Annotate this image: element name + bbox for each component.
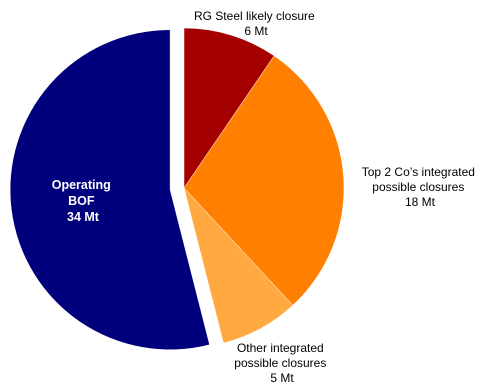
pie-slice-other-integrated [183,187,294,344]
slice-label-bof-line-2: BOF [68,194,95,208]
slice-label-top2-line-3: 18 Mt [405,195,436,209]
pie-slice-rg-steel [183,27,275,189]
slice-label-top2: Top 2 Co’s integrated possible closures … [362,165,479,209]
slice-label-other-line-1: Other integrated [237,341,324,355]
slice-label-top2-line-2: possible closures [372,180,464,194]
slice-label-top2-line-1: Top 2 Co’s integrated [362,165,475,179]
slice-label-bof-line-3: 34 Mt [67,210,100,224]
slice-label-other-line-2: possible closures [234,356,326,370]
pie-slices [9,27,345,350]
slice-label-rg-steel: RG Steel likely closure 6 Mt [194,9,318,38]
slice-label-bof-line-1: Operating [52,178,111,192]
pie-slice-operating-bof [9,29,210,350]
pie-slice-top2 [183,55,345,306]
slice-label-rg-steel-line-2: 6 Mt [244,24,268,38]
slice-label-other-line-3: 5 Mt [270,371,294,385]
slice-label-operating-bof: Operating BOF 34 Mt [52,178,115,224]
slice-label-other-integrated: Other integrated possible closures 5 Mt [234,341,329,385]
slice-label-rg-steel-line-1: RG Steel likely closure [194,9,315,23]
